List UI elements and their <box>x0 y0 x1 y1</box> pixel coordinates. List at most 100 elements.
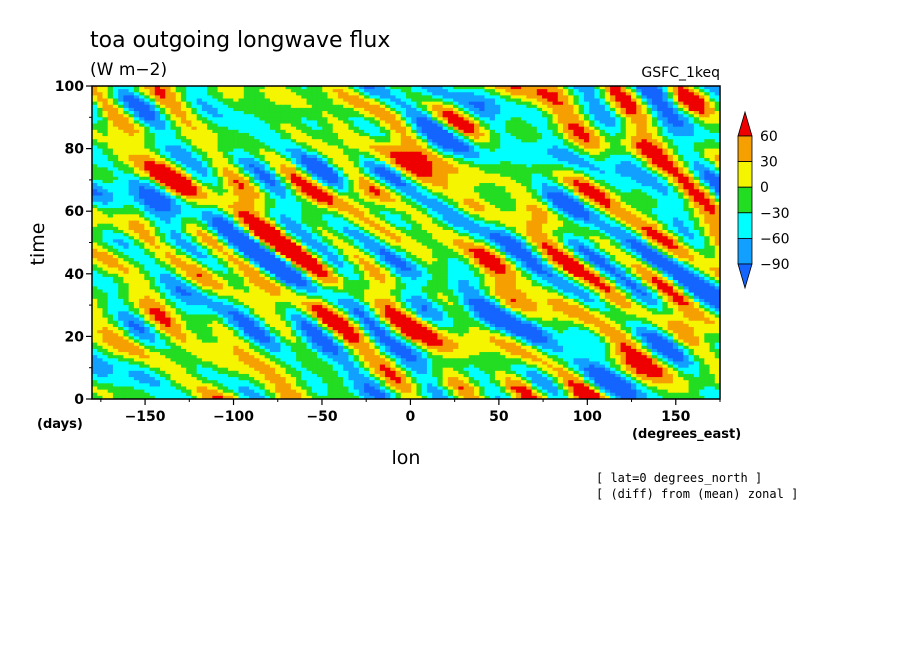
heatmap-cell <box>641 98 648 103</box>
heatmap-cell <box>484 154 491 159</box>
heatmap-cell <box>583 111 590 115</box>
heatmap-cell <box>406 104 412 109</box>
heatmap-cell <box>154 98 161 103</box>
heatmap-cell <box>317 92 323 96</box>
heatmap-cell <box>311 161 318 165</box>
heatmap-cell <box>154 123 161 128</box>
heatmap-cell <box>296 139 302 143</box>
heatmap-cell <box>526 129 533 134</box>
heatmap-cell <box>599 151 606 156</box>
heatmap-cell <box>144 136 151 140</box>
heatmap-cell <box>128 98 135 103</box>
heatmap-cell <box>536 120 543 125</box>
heatmap-cell <box>672 114 679 118</box>
heatmap-cell <box>651 86 658 90</box>
heatmap-cell <box>447 117 454 122</box>
heatmap-cell <box>348 123 355 128</box>
heatmap-cell <box>458 161 465 165</box>
heatmap-cell <box>693 145 700 150</box>
heatmap-cell <box>128 120 135 125</box>
heatmap-cell <box>395 107 402 112</box>
heatmap-cell <box>615 86 622 90</box>
heatmap-cell <box>589 148 595 153</box>
heatmap-cell <box>233 139 240 143</box>
heatmap-cell <box>196 164 203 168</box>
heatmap-cell <box>704 164 711 168</box>
heatmap-cell <box>332 107 339 112</box>
heatmap-cell <box>610 161 616 165</box>
heatmap-cell <box>139 129 145 134</box>
heatmap-cell <box>379 117 386 122</box>
heatmap-cell <box>547 136 554 140</box>
heatmap-cell <box>521 120 527 125</box>
heatmap-cell <box>678 104 684 109</box>
heatmap-cell <box>693 148 700 153</box>
heatmap-cell <box>343 136 350 140</box>
heatmap-cell <box>704 123 711 128</box>
heatmap-cell <box>290 98 297 103</box>
heatmap-cell <box>275 132 281 137</box>
heatmap-cell <box>175 142 182 147</box>
heatmap-cell <box>479 148 486 153</box>
heatmap-cell <box>186 120 193 125</box>
heatmap-cell <box>290 151 297 156</box>
heatmap-cell <box>390 86 397 90</box>
heatmap-cell <box>421 120 428 125</box>
heatmap-cell <box>594 117 601 122</box>
heatmap-cell <box>573 157 580 162</box>
heatmap-cell <box>139 111 145 115</box>
heatmap-cell <box>343 164 350 168</box>
heatmap-cell <box>589 142 595 147</box>
heatmap-cell <box>170 129 177 134</box>
heatmap-cell <box>463 157 470 162</box>
heatmap-cell <box>160 164 166 168</box>
heatmap-cell <box>112 101 119 106</box>
heatmap-cell <box>196 98 203 103</box>
heatmap-cells <box>92 86 720 399</box>
heatmap-cell <box>714 142 720 147</box>
heatmap-cell <box>107 120 114 125</box>
heatmap-cell <box>552 98 559 103</box>
heatmap-cell <box>625 161 632 165</box>
heatmap-cell <box>531 107 538 112</box>
heatmap-cell <box>406 126 412 131</box>
heatmap-cell <box>311 107 318 112</box>
heatmap-cell <box>290 101 297 106</box>
heatmap-cell <box>139 136 145 140</box>
heatmap-cell <box>651 126 658 131</box>
heatmap-cell <box>547 120 554 125</box>
heatmap-cell <box>317 151 323 156</box>
heatmap-cell <box>243 98 250 103</box>
heatmap-cell <box>217 126 224 131</box>
heatmap-cell <box>667 89 674 93</box>
heatmap-cell <box>583 126 590 131</box>
heatmap-cell <box>646 89 653 93</box>
heatmap-cell <box>709 126 716 131</box>
heatmap-cell <box>411 142 418 147</box>
heatmap-cell <box>92 92 98 96</box>
heatmap-cell <box>463 154 470 159</box>
heatmap-cell <box>343 104 350 109</box>
heatmap-cell <box>526 142 533 147</box>
heatmap-cell <box>175 101 182 106</box>
heatmap-cell <box>484 89 491 93</box>
heatmap-cell <box>536 117 543 122</box>
heatmap-cell <box>249 157 255 162</box>
heatmap-cell <box>421 86 428 90</box>
heatmap-cell <box>421 151 428 156</box>
heatmap-cell <box>165 126 172 131</box>
heatmap-cell <box>107 148 114 153</box>
heatmap-cell <box>631 129 637 134</box>
heatmap-cell <box>484 151 491 156</box>
heatmap-cell <box>714 107 720 112</box>
heatmap-cell <box>432 139 438 143</box>
heatmap-cell <box>222 148 229 153</box>
heatmap-cell <box>578 117 585 122</box>
heatmap-cell <box>217 132 224 137</box>
heatmap-cell <box>667 132 674 137</box>
heatmap-cell <box>594 154 601 159</box>
heatmap-cell <box>678 126 684 131</box>
heatmap-cell <box>322 107 329 112</box>
heatmap-cell <box>374 104 381 109</box>
